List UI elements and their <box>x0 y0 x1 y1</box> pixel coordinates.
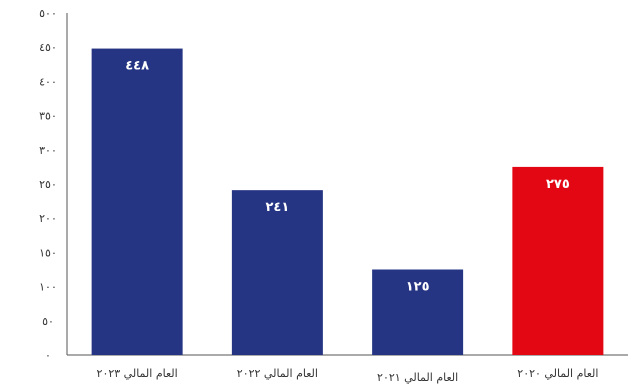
y-tick-label: ٢٥٠ <box>39 178 57 191</box>
y-tick-label: ٣٥٠ <box>39 110 57 123</box>
y-tick-label: ٤٠٠ <box>39 75 57 88</box>
bar <box>231 190 323 355</box>
data-labels: ٤٤٨ ٢٤١ ١٢٥ ٢٧٥ <box>125 59 570 295</box>
y-axis-ticks: ٠ ٥٠ ١٠٠ ١٥٠ ٢٠٠ ٢٥٠ ٣٠٠ ٣٥٠ ٤٠٠ ٤٥٠ ٥٠٠ <box>39 7 57 362</box>
x-category-label: العام المالي ٢٠٢٠ <box>517 367 598 380</box>
bar-value-label: ٢٤١ <box>265 200 289 215</box>
category-labels: العام المالي ٢٠٢٣ العام المالي ٢٠٢٢ العام … <box>97 367 599 384</box>
bar <box>512 166 604 355</box>
x-category-label: العام المالي ٢٠٢٣ <box>97 367 178 380</box>
y-tick-label: ٤٥٠ <box>39 41 57 54</box>
bar <box>91 48 183 356</box>
bar-value-label: ٢٧٥ <box>546 177 570 192</box>
x-category-label: العام المالي ٢٠٢٢ <box>237 367 318 380</box>
y-tick-label: ٥٠٠ <box>39 7 57 20</box>
y-tick-label: ٢٠٠ <box>39 212 57 225</box>
y-tick-label: ١٠٠ <box>39 281 57 294</box>
y-tick-label: ١٥٠ <box>39 246 57 259</box>
bar-value-label: ٤٤٨ <box>125 59 149 74</box>
bar-value-label: ١٢٥ <box>406 280 430 295</box>
y-tick-label: ٣٠٠ <box>39 144 57 157</box>
bar <box>372 269 464 355</box>
bars <box>91 48 604 356</box>
x-category-label: العام المالي ٢٠٢١ <box>377 371 458 384</box>
y-tick-label: ٠ <box>45 349 51 362</box>
y-tick-label: ٥٠ <box>42 315 54 328</box>
